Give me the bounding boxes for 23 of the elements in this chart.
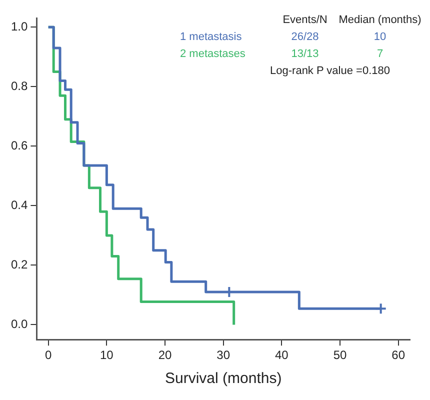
x-tick-label: 60 bbox=[392, 348, 406, 362]
y-tick-label: 0.4 bbox=[10, 198, 28, 212]
x-tick-label: 40 bbox=[274, 348, 289, 362]
x-axis-title: Survival (months) bbox=[164, 370, 282, 388]
y-tick-label: 0.0 bbox=[10, 317, 28, 332]
x-tick-label: 0 bbox=[45, 348, 52, 362]
x-tick-label: 20 bbox=[158, 348, 172, 362]
text: 1 metastasis bbox=[180, 31, 242, 44]
x-tick-label: 30 bbox=[216, 348, 230, 362]
x-tick-label: 50 bbox=[333, 348, 347, 362]
annotation: 7 bbox=[376, 48, 384, 60]
annotation: 10 bbox=[374, 31, 386, 44]
annotation: Events/N bbox=[282, 14, 328, 26]
text: 2 metastases bbox=[180, 48, 246, 60]
annotation: 26/28 bbox=[291, 31, 319, 44]
annotation: Median (months) bbox=[338, 14, 422, 26]
y-tick-label: 0.6 bbox=[10, 138, 28, 152]
y-tick-label: 0.2 bbox=[10, 258, 28, 272]
y-tick-label: 1.0 bbox=[10, 19, 28, 34]
y-tick-label: 0.8 bbox=[10, 78, 28, 93]
annotation: Log-rank P value =0.180 bbox=[270, 65, 390, 78]
x-tick-label: 10 bbox=[100, 348, 114, 362]
annotation: 13/13 bbox=[291, 48, 319, 60]
